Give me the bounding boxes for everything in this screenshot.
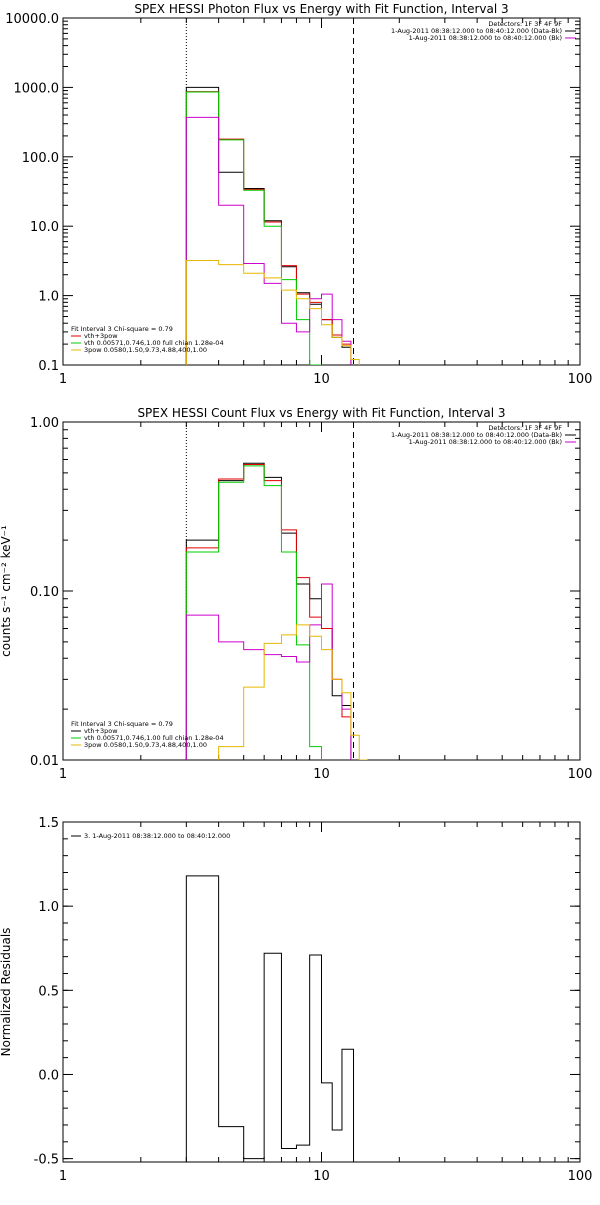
y-axis-label: counts s⁻¹ cm⁻² keV⁻¹	[0, 525, 13, 657]
series-line-5	[185, 260, 360, 365]
x-tick-label: 1	[59, 1169, 67, 1184]
legend-title: Fit Interval 3 Chi-square = 0.79	[71, 325, 173, 333]
series-line-1	[185, 462, 352, 760]
x-tick-label: 100	[568, 1169, 593, 1184]
series-line-5	[218, 624, 368, 760]
y-tick-label: 1.0	[38, 290, 59, 305]
y-tick-label: 100.0	[22, 151, 59, 166]
y-tick-label: 0.5	[38, 984, 59, 999]
legend-label-1: 3. 1-Aug-2011 08:38:12.000 to 08:40:12.0…	[84, 832, 230, 840]
series-line-2	[185, 464, 352, 760]
legend-label-3: 3pow 0.0580,1.50,9.73,4.88,400,1.00	[84, 346, 207, 354]
chart-panel-1: SPEX HESSI Photon Flux vs Energy with Fi…	[5, 2, 593, 387]
x-tick-label: 100	[568, 767, 593, 782]
x-tick-label: 100	[568, 372, 593, 387]
y-tick-label: 1.5	[38, 816, 59, 831]
chart-title: SPEX HESSI Photon Flux vs Energy with Fi…	[134, 2, 508, 16]
series-line-1	[185, 875, 355, 1162]
series-line-4	[185, 116, 352, 365]
legend-title: Fit Interval 3 Chi-square = 0.79	[71, 720, 173, 728]
y-tick-label: 0.1	[38, 359, 59, 374]
series-line-1	[185, 86, 352, 365]
y-tick-label: -0.5	[34, 1153, 59, 1168]
legend-label-2: vth 0.00571,0.746,1.00 full chian 1.28e-…	[84, 734, 224, 742]
y-tick-label: 1000.0	[14, 81, 60, 96]
header-line-1: Detectors: 1F 3F 4F 9F	[488, 424, 562, 432]
y-tick-label: 0.01	[30, 754, 59, 769]
legend-label-1: vth+3pow	[84, 332, 118, 340]
header-line-3: 1-Aug-2011 08:38:12.000 to 08:40:12.000 …	[409, 34, 562, 42]
y-tick-label: 10000.0	[5, 12, 59, 27]
chart-panel-3: Normalized Residuals 1 10 100 -0.5 0.0 0.5 1.0 1…	[0, 816, 593, 1184]
y-tick-label: 0.10	[30, 585, 59, 600]
x-tick-label: 10	[313, 372, 330, 387]
x-tick-label: 10	[313, 1169, 330, 1184]
x-tick-label: 1	[59, 372, 67, 387]
header-line-3: 1-Aug-2011 08:38:12.000 to 08:40:12.000 …	[409, 438, 562, 446]
series-group	[185, 875, 355, 1162]
series-line-2	[185, 91, 352, 365]
x-tick-label: 1	[59, 767, 67, 782]
series-line-3	[185, 91, 322, 365]
chart-panel-2: SPEX HESSI Count Flux vs Energy with Fit…	[0, 406, 593, 782]
series-line-3	[185, 465, 322, 760]
legend-label-1: vth+3pow	[84, 727, 118, 735]
legend-label-2: vth 0.00571,0.746,1.00 full chian 1.28e-…	[84, 339, 224, 347]
chart-title: SPEX HESSI Count Flux vs Energy with Fit…	[137, 406, 505, 420]
header-line-1: Detectors: 1F 3F 4F 9F	[488, 20, 562, 28]
y-tick-label: 1.00	[30, 416, 59, 431]
legend-label-3: 3pow 0.0580,1.50,9.73,4.88,400,1.00	[84, 741, 207, 749]
x-tick-label: 10	[313, 767, 330, 782]
series-group	[185, 86, 360, 365]
header-line-2: 1-Aug-2011 08:38:12.000 to 08:40:12.000 …	[391, 431, 562, 439]
header-line-2: 1-Aug-2011 08:38:12.000 to 08:40:12.000 …	[391, 27, 562, 35]
y-tick-label: 10.0	[30, 220, 59, 235]
y-tick-label: 1.0	[38, 900, 59, 915]
y-tick-label: 0.0	[38, 1068, 59, 1083]
y-axis-label: Normalized Residuals	[0, 928, 13, 1057]
series-group	[185, 462, 368, 760]
